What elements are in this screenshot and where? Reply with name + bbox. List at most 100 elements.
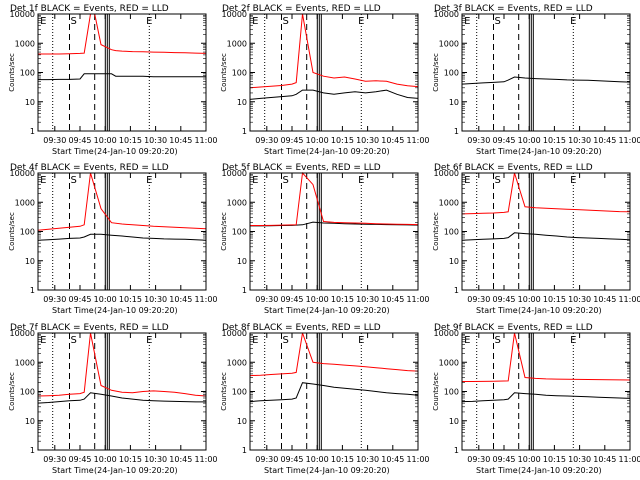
y-tick-label: 1000: [227, 39, 247, 48]
y-axis-label: Counts/sec: [220, 212, 228, 251]
x-axis-label-prefix: Start Time: [476, 147, 518, 156]
panel-det-5f: Det 5f BLACK = Events, RED = LLD E S E 1 10 10…: [220, 163, 430, 315]
x-axis-label-prefix: Start Time: [264, 147, 306, 156]
segment-marker-label: E: [358, 16, 364, 27]
x-tick-label: 10:00: [518, 136, 541, 145]
x-tick-label: 10:15: [331, 136, 354, 145]
segment-marker-label: E: [146, 16, 152, 27]
y-tick-label: 1: [242, 286, 247, 295]
segment-marker-label: E: [358, 175, 364, 186]
series-line-lld: [249, 13, 419, 89]
series-line-events: [38, 73, 206, 81]
y-tick-label: 1000: [439, 358, 459, 367]
x-axis-label-prefix: Start Time: [52, 306, 94, 315]
x-tick-label: 09:45: [68, 295, 91, 304]
x-tick-label: 09:30: [467, 136, 490, 145]
series-line-events: [249, 89, 419, 100]
x-tick-label: 10:30: [144, 455, 167, 464]
x-tick-label: 10:30: [144, 295, 167, 304]
x-axis-label-start-time: (24-Jan-10 09:20:20): [518, 306, 602, 315]
y-tick-label: 1: [30, 446, 35, 455]
panel-det-6f: Det 6f BLACK = Events, RED = LLD E S E 1 10 10…: [432, 163, 640, 315]
segment-marker-label: E: [40, 16, 46, 27]
panel-title: Det 7f BLACK = Events, RED = LLD: [10, 323, 169, 333]
segment-marker-label: E: [146, 175, 152, 186]
panel-det-1f: Det 1f BLACK = Events, RED = LLD E S E 1 10 10…: [8, 4, 218, 156]
segment-marker-label: E: [464, 175, 470, 186]
y-tick-label: 1000: [15, 198, 35, 207]
y-tick-label: 1000: [439, 198, 459, 207]
x-axis-label-prefix: Start Time: [264, 466, 306, 475]
y-tick-label: 10000: [10, 169, 35, 178]
y-tick-label: 1: [30, 127, 35, 136]
panel-title: Det 1f BLACK = Events, RED = LLD: [10, 4, 169, 14]
y-axis-label: Counts/sec: [8, 372, 16, 411]
segment-marker-label: S: [495, 16, 501, 27]
y-tick-label: 10: [449, 257, 459, 266]
x-tick-label: 09:45: [492, 295, 515, 304]
segment-marker-label: E: [252, 335, 258, 346]
y-tick-label: 10000: [222, 10, 247, 19]
segment-marker-label: E: [252, 175, 258, 186]
y-tick-label: 10: [237, 417, 247, 426]
segment-marker-label: E: [570, 175, 576, 186]
series-line-events: [249, 382, 419, 403]
x-tick-label: 10:45: [381, 295, 404, 304]
x-tick-label: 09:30: [467, 295, 490, 304]
x-tick-label: 09:45: [68, 455, 91, 464]
series-line-events: [461, 392, 631, 403]
x-axis-label-start-time: (24-Jan-10 09:20:20): [94, 147, 178, 156]
x-tick-label: 10:15: [119, 455, 142, 464]
y-tick-label: 1: [454, 446, 459, 455]
x-tick-label: 10:45: [169, 136, 192, 145]
x-tick-label: 10:00: [94, 455, 117, 464]
y-tick-label: 1000: [227, 198, 247, 207]
y-tick-label: 10000: [434, 10, 459, 19]
x-axis-label-prefix: Start Time: [476, 306, 518, 315]
x-tick-label: 10:30: [568, 136, 591, 145]
y-tick-label: 1000: [15, 358, 35, 367]
panel-title: Det 3f BLACK = Events, RED = LLD: [434, 4, 593, 14]
series-line-lld: [38, 13, 207, 55]
x-tick-label: 10:30: [144, 136, 167, 145]
x-tick-label: 09:30: [255, 455, 278, 464]
x-tick-label: 09:30: [255, 136, 278, 145]
series-line-events: [461, 76, 631, 85]
x-tick-label: 11:00: [194, 136, 217, 145]
y-tick-label: 1: [454, 127, 459, 136]
x-axis-label-start-time: (24-Jan-10 09:20:20): [306, 466, 390, 475]
x-tick-label: 11:00: [194, 455, 217, 464]
x-tick-label: 10:30: [356, 295, 379, 304]
x-tick-label: 10:00: [518, 295, 541, 304]
panel-title: Det 4f BLACK = Events, RED = LLD: [10, 163, 169, 173]
x-tick-label: 10:00: [306, 136, 329, 145]
y-tick-label: 1000: [439, 39, 459, 48]
panel-det-8f: Det 8f BLACK = Events, RED = LLD E S E 1 10 10…: [220, 323, 430, 475]
x-tick-label: 09:30: [43, 295, 66, 304]
x-axis-label-start-time: (24-Jan-10 09:20:20): [94, 466, 178, 475]
x-tick-label: 11:00: [618, 455, 640, 464]
segment-marker-label: S: [283, 16, 289, 27]
series-line-lld: [462, 332, 631, 382]
y-tick-label: 10: [25, 257, 35, 266]
x-tick-label: 09:45: [280, 455, 303, 464]
y-tick-label: 100: [444, 228, 459, 237]
x-tick-label: 09:30: [255, 295, 278, 304]
segment-marker-label: S: [283, 175, 289, 186]
y-tick-label: 10000: [10, 10, 35, 19]
y-axis-label: Counts/sec: [432, 372, 440, 411]
y-tick-label: 10: [25, 98, 35, 107]
x-tick-label: 10:45: [593, 136, 616, 145]
series-line-lld: [461, 172, 631, 215]
y-tick-label: 1: [30, 286, 35, 295]
segment-marker-label: S: [71, 335, 77, 346]
x-tick-label: 09:45: [280, 295, 303, 304]
x-tick-label: 11:00: [406, 136, 429, 145]
panel-title: Det 2f BLACK = Events, RED = LLD: [222, 4, 381, 14]
x-tick-label: 10:45: [593, 455, 616, 464]
y-tick-label: 1: [454, 286, 459, 295]
y-axis-label: Counts/sec: [432, 53, 440, 92]
panel-det-4f: Det 4f BLACK = Events, RED = LLD E S E 1 10 10…: [8, 163, 218, 315]
y-tick-label: 10: [25, 417, 35, 426]
